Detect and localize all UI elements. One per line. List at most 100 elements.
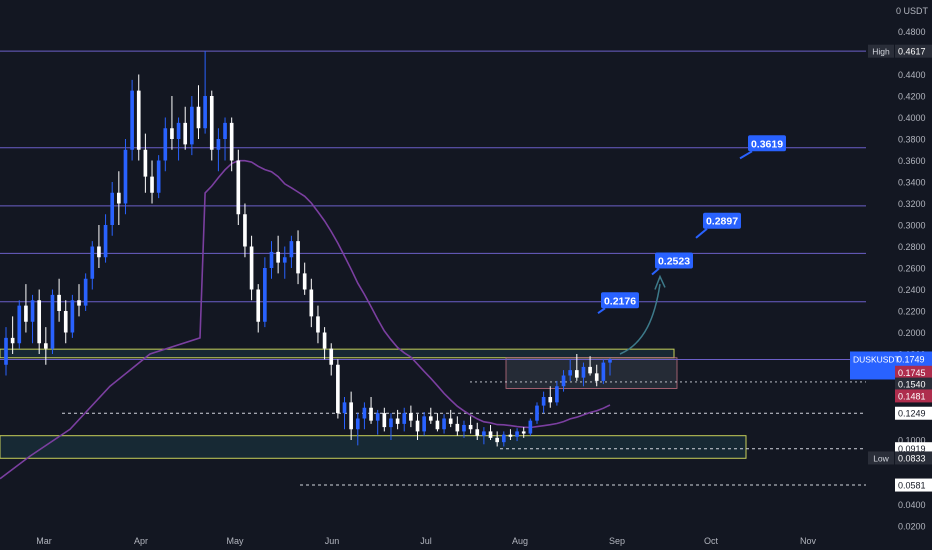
candle-body	[528, 420, 533, 434]
price-tag-value-2: 0.1745	[898, 368, 926, 378]
target-pointer-0	[597, 307, 606, 314]
target-label-2: 0.2897	[706, 216, 738, 228]
time-axis[interactable]: Mar Apr May Jun Jul Aug Sep Oct Nov	[36, 536, 816, 546]
price-tag-bg-4	[895, 389, 932, 403]
candle-body	[581, 366, 586, 378]
candle-body	[568, 370, 573, 376]
candle-body	[57, 294, 61, 311]
candle-body	[316, 316, 320, 333]
candle-body	[389, 418, 393, 428]
candle-body	[4, 337, 8, 365]
candle-body	[216, 139, 221, 150]
candle-body	[256, 289, 261, 322]
candle-body	[302, 273, 307, 290]
candle-body	[309, 289, 314, 317]
price-axis-tick: 0.2600	[898, 264, 926, 274]
price-axis-tick: 0.0200	[898, 522, 926, 532]
candle-body	[156, 160, 161, 193]
candle-body	[342, 402, 347, 414]
candle-body	[475, 429, 480, 436]
candle-body	[355, 418, 360, 430]
candle-body	[276, 251, 280, 263]
resistance-zone	[0, 348, 675, 359]
price-axis-background	[866, 0, 932, 550]
target-label-box-3	[748, 135, 786, 152]
candle-body	[117, 192, 121, 204]
candle-body	[203, 96, 207, 129]
price-axis-tick: 0.4200	[898, 92, 926, 102]
candle-body	[428, 416, 433, 421]
price-tag-value-5: 0.1249	[898, 409, 926, 419]
candle-body	[508, 434, 513, 437]
candle-body	[229, 122, 234, 161]
time-axis-label: Oct	[704, 536, 719, 546]
candle-body	[362, 407, 367, 419]
candle-body	[176, 122, 181, 139]
target-label-3: 0.3619	[751, 138, 783, 150]
candle-body	[37, 300, 42, 344]
candle-body	[574, 370, 579, 378]
price-tag-bg-2	[895, 365, 932, 379]
candle-body	[150, 176, 154, 193]
candle-body	[462, 424, 466, 432]
candle-body	[541, 397, 546, 406]
candle-body	[588, 366, 592, 374]
candle-body	[90, 246, 95, 279]
time-axis-label: Jun	[325, 536, 340, 546]
projection-arrowhead	[654, 274, 666, 290]
candle-body	[329, 348, 334, 365]
price-axis-tick: 0.3400	[898, 178, 926, 188]
price-axis-tick: 0.2200	[898, 307, 926, 317]
candle-body	[170, 128, 174, 139]
projection-curve	[619, 283, 661, 355]
time-axis-label: Mar	[36, 536, 52, 546]
candle-body	[289, 241, 294, 258]
candle-body	[30, 300, 35, 322]
price-axis-tick: 0.3600	[898, 156, 926, 166]
price-tag-value-8: 0.0581	[898, 481, 926, 491]
target-label-0: 0.2176	[604, 295, 636, 307]
candle-body	[515, 431, 519, 437]
price-axis-tick: 0.3000	[898, 221, 926, 231]
candle-body	[548, 397, 553, 403]
price-axis-tick: 0.4400	[898, 70, 926, 80]
time-axis-label: Aug	[512, 536, 528, 546]
price-tag-bg-0	[895, 44, 932, 58]
candle-body	[369, 407, 373, 421]
time-axis-label: Apr	[134, 536, 148, 546]
candle-body	[24, 305, 28, 322]
candle-body	[501, 434, 506, 443]
time-axis-label: May	[226, 536, 244, 546]
candle-body	[608, 359, 612, 363]
target-pointer-1	[651, 267, 660, 276]
tag-label-0: High	[872, 47, 890, 57]
candle-body	[183, 122, 188, 145]
candle-body	[50, 294, 55, 349]
candle-body	[103, 225, 108, 258]
candle-body	[594, 373, 599, 381]
price-axis-tick: 0.2800	[898, 242, 926, 252]
candle-body	[249, 246, 254, 290]
price-tag-bg-5	[895, 406, 932, 420]
price-axis-tick: 0.0400	[898, 500, 926, 510]
price-axis-tick: 0.2000	[898, 328, 926, 338]
target-label-box-1	[655, 252, 693, 269]
candle-body	[555, 386, 559, 403]
target-pointer-2	[695, 227, 708, 239]
price-axis-tick: 0.4800	[898, 27, 926, 37]
candle-body	[601, 362, 606, 381]
last-price-symbol: DUSKUSDT	[853, 354, 900, 364]
target-label-box-0	[601, 292, 639, 309]
price-tag-bg-3	[895, 377, 932, 391]
price-tags: High0.4617DUSKUSDT0.174908:22:100.17450.…	[850, 44, 932, 492]
tag-label-7: Low	[873, 453, 889, 463]
candle-body	[448, 418, 453, 424]
time-axis-label: Jul	[420, 536, 432, 546]
price-tag-value-7: 0.0833	[898, 453, 926, 463]
tag-label-bg-7	[868, 451, 894, 465]
candle-body	[83, 278, 88, 306]
candle-body	[395, 418, 400, 424]
price-tag-value-4: 0.1481	[898, 391, 926, 401]
